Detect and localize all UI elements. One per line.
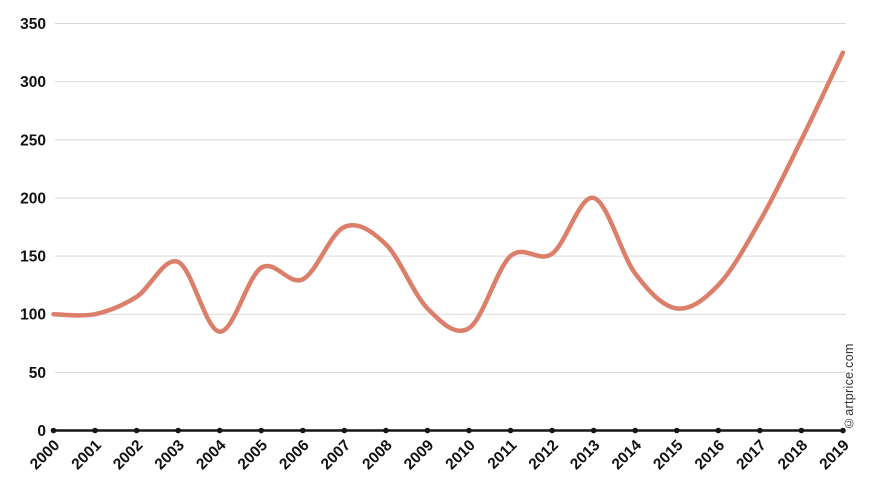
watermark-credit: ©artprice.com xyxy=(842,343,856,430)
x-tick-dot-2006 xyxy=(300,427,306,434)
x-tick-label-2011: 2011 xyxy=(485,437,521,473)
x-tick-label-2016: 2016 xyxy=(692,437,729,474)
x-tick-dot-2002 xyxy=(133,427,140,434)
x-tick-label-2003: 2003 xyxy=(152,437,189,474)
x-tick-label-2002: 2002 xyxy=(110,437,146,473)
x-tick-dot-2009 xyxy=(424,427,431,434)
x-tick-label-2001: 2001 xyxy=(68,437,105,474)
x-tick-label-2008: 2008 xyxy=(359,437,396,474)
x-tick-dot-2014 xyxy=(632,427,638,434)
x-tick-label-2019: 2019 xyxy=(816,437,853,474)
x-tick-dot-2018 xyxy=(798,427,805,434)
x-tick-dot-2008 xyxy=(383,427,389,434)
x-tick-dot-2010 xyxy=(466,427,472,434)
x-tick-dot-2003 xyxy=(175,427,181,434)
x-tick-label-2015: 2015 xyxy=(650,437,687,474)
x-tick-dot-2004 xyxy=(216,427,223,434)
x-tick-label-2005: 2005 xyxy=(235,437,272,474)
x-tick-dot-2005 xyxy=(258,427,265,434)
x-tick-label-2013: 2013 xyxy=(567,437,604,474)
x-tick-label-2007: 2007 xyxy=(318,437,354,473)
x-tick-label-2010: 2010 xyxy=(442,437,478,473)
x-tick-dot-2017 xyxy=(757,427,763,434)
price-index-curve xyxy=(51,50,846,334)
x-tick-dot-2013 xyxy=(590,427,597,434)
x-tick-dot-2016 xyxy=(715,427,722,434)
x-tick-dot-2001 xyxy=(92,427,98,434)
x-tick-label-2018: 2018 xyxy=(775,437,812,474)
y-tick-label-250: 250 xyxy=(20,132,46,149)
x-tick-dot-2007 xyxy=(341,427,348,434)
x-tick-dot-2011 xyxy=(507,427,514,434)
x-tick-label-2000: 2000 xyxy=(27,437,63,473)
x-tick-label-2012: 2012 xyxy=(526,437,562,473)
y-tick-label-200: 200 xyxy=(20,190,46,207)
x-tick-dot-2012 xyxy=(549,427,555,434)
y-tick-label-0: 0 xyxy=(37,423,46,440)
x-tick-label-2009: 2009 xyxy=(401,437,438,474)
y-tick-label-350: 350 xyxy=(20,16,46,33)
y-tick-label-150: 150 xyxy=(20,249,46,266)
y-tick-label-50: 50 xyxy=(29,365,46,382)
x-tick-dot-2019 xyxy=(840,427,846,434)
x-tick-dot-2015 xyxy=(673,427,680,434)
x-tick-label-2017: 2017 xyxy=(733,437,769,473)
y-tick-label-300: 300 xyxy=(20,74,46,91)
x-tick-label-2014: 2014 xyxy=(609,437,646,474)
y-tick-label-100: 100 xyxy=(20,307,46,324)
x-tick-label-2004: 2004 xyxy=(193,437,230,474)
x-tick-dot-2000 xyxy=(50,427,57,434)
x-tick-label-2006: 2006 xyxy=(276,437,313,474)
